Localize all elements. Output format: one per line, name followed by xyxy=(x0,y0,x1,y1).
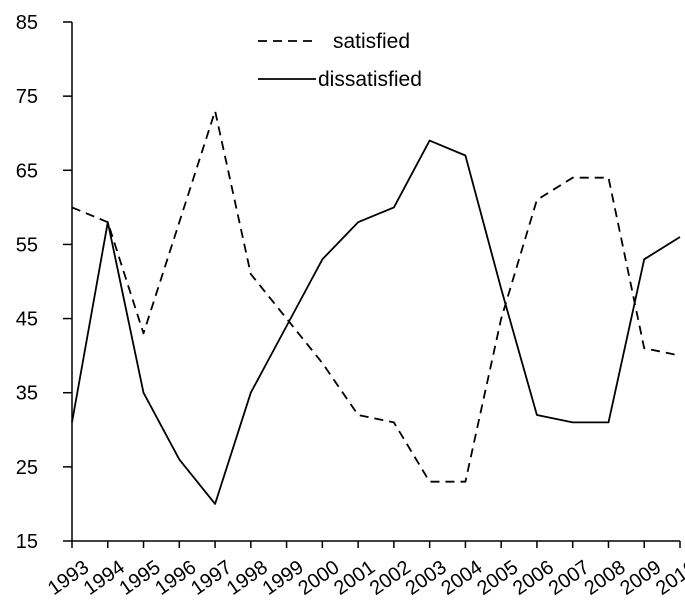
series-layer xyxy=(71,110,681,505)
axes xyxy=(71,22,680,542)
y-tick-label: 45 xyxy=(16,309,38,331)
y-tick-label: 55 xyxy=(16,234,38,256)
legend-label-dissatisfied: dissatisfied xyxy=(318,68,422,91)
x-ticks: 1993199419951996199719981999200020012002… xyxy=(44,541,685,600)
y-tick-label: 35 xyxy=(16,383,38,405)
legend: satisfied dissatisfied xyxy=(258,30,422,91)
y-ticks: 15 25 35 45 55 65 75 85 xyxy=(16,12,72,553)
y-tick-label: 25 xyxy=(16,457,38,479)
y-tick-label: 15 xyxy=(16,531,38,553)
y-tick-label: 65 xyxy=(16,160,38,182)
y-tick-label: 75 xyxy=(16,86,38,108)
legend-label-satisfied: satisfied xyxy=(333,30,410,53)
y-tick-label: 85 xyxy=(16,12,38,34)
series-line-dissatisfied xyxy=(71,139,681,505)
series-line-satisfied xyxy=(71,110,681,483)
